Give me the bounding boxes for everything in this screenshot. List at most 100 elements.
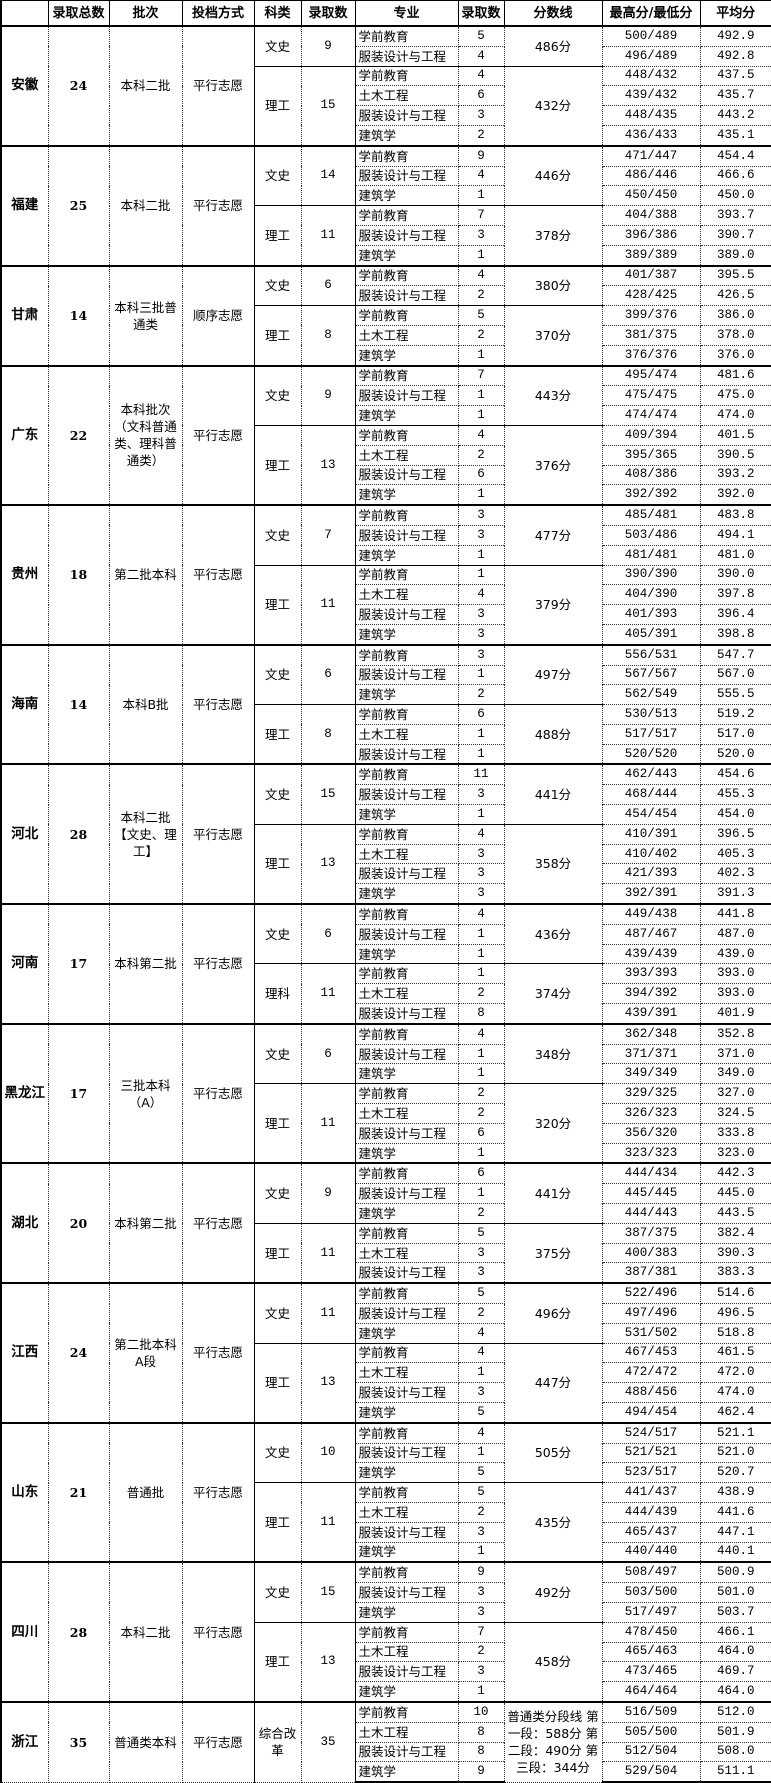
- max-min-score: 444/443: [601, 1203, 701, 1224]
- province-total: 14: [47, 264, 110, 367]
- cutoff-score: 432分: [503, 65, 603, 147]
- table-row: 服装设计与工程 3 421/393 402.3: [1, 863, 771, 885]
- major-count: 1: [457, 1681, 505, 1703]
- submission-mode: 平行志愿: [181, 364, 255, 506]
- category-count: 6: [300, 264, 356, 307]
- header-province: [0, 0, 49, 27]
- max-min-score: 474/474: [601, 405, 701, 426]
- province-name: 河南: [0, 903, 49, 1025]
- province-name: 海南: [0, 643, 49, 765]
- major-name: 服装设计与工程: [354, 743, 459, 765]
- cutoff-score: 492分: [503, 1561, 603, 1623]
- major-name: 建筑学: [354, 1761, 459, 1783]
- table-row: 服装设计与工程 3 401/393 396.4: [1, 604, 771, 625]
- table-row: 安徽 24 本科二批 平行志愿 文史 9 学前教育 5 486分 500/489 492.9: [0, 24, 771, 147]
- major-name: 服装设计与工程: [354, 385, 459, 407]
- header-batch: 批次: [108, 0, 183, 27]
- category-count: 8: [300, 704, 356, 765]
- major-count: 4: [457, 823, 505, 845]
- max-min-score: 450/450: [601, 185, 701, 207]
- major-count: 4: [457, 165, 505, 187]
- major-name: 学前教育: [354, 1282, 459, 1305]
- average-score: 397.8: [699, 584, 771, 606]
- major-name: 建筑学: [354, 1681, 459, 1703]
- max-min-score: 409/394: [601, 424, 701, 446]
- average-score: 466.6: [699, 165, 771, 187]
- average-score: 481.6: [699, 364, 771, 387]
- max-min-score: 371/371: [601, 1043, 701, 1065]
- table-row: 理工 13 学前教育 4 447分 467/453 461.5: [1, 1342, 771, 1424]
- major-name: 学前教育: [354, 1561, 459, 1584]
- average-score: 521.1: [699, 1421, 771, 1444]
- major-name: 建筑学: [354, 804, 459, 825]
- cutoff-score: 486分: [503, 24, 603, 67]
- subject-category: 综合改革: [253, 1700, 302, 1783]
- major-count: 5: [457, 1401, 505, 1424]
- cutoff-score: 497分: [503, 643, 603, 706]
- average-score: 398.8: [699, 623, 771, 646]
- max-min-score: 478/450: [601, 1621, 701, 1643]
- category-count: 10: [300, 1421, 356, 1484]
- max-min-score: 448/432: [601, 65, 701, 87]
- major-count: 2: [457, 983, 505, 1005]
- max-min-score: 449/438: [601, 903, 701, 925]
- max-min-score: 428/425: [601, 285, 701, 307]
- major-name: 建筑学: [354, 1601, 459, 1623]
- average-score: 396.4: [699, 604, 771, 625]
- subject-category: 理工: [253, 424, 302, 506]
- max-min-score: 464/464: [601, 1681, 701, 1703]
- average-score: 469.7: [699, 1661, 771, 1683]
- major-name: 学前教育: [354, 24, 459, 47]
- cutoff-score: 447分: [503, 1342, 603, 1424]
- average-score: 474.0: [699, 1382, 771, 1403]
- max-min-score: 404/388: [601, 205, 701, 226]
- average-score: 392.0: [699, 484, 771, 506]
- major-count: 5: [457, 24, 505, 47]
- table-row: 建筑学 1 349/349 349.0: [1, 1063, 771, 1085]
- major-count: 4: [457, 903, 505, 925]
- header-category: 科类: [253, 0, 302, 27]
- major-count: 1: [457, 544, 505, 566]
- max-min-score: 396/386: [601, 224, 701, 246]
- average-score: 487.0: [699, 923, 771, 945]
- max-min-score: 394/392: [601, 983, 701, 1005]
- average-score: 390.3: [699, 1242, 771, 1264]
- max-min-score: 494/454: [601, 1401, 701, 1424]
- average-score: 442.3: [699, 1162, 771, 1185]
- cutoff-score: 436分: [503, 903, 603, 965]
- submission-mode: 平行志愿: [181, 504, 255, 646]
- major-name: 建筑学: [354, 1462, 459, 1484]
- major-count: 5: [457, 1462, 505, 1484]
- max-min-score: 503/500: [601, 1582, 701, 1603]
- table-row: 建筑学 1 392/392 392.0: [1, 484, 771, 506]
- major-count: 2: [457, 1641, 505, 1663]
- major-name: 服装设计与工程: [354, 923, 459, 945]
- average-score: 520.0: [699, 743, 771, 765]
- subject-category: 理工: [253, 1621, 302, 1703]
- max-min-score: 522/496: [601, 1282, 701, 1305]
- major-count: 4: [457, 1322, 505, 1344]
- average-score: 435.1: [699, 124, 771, 147]
- major-name: 服装设计与工程: [354, 1741, 459, 1763]
- category-count: 13: [300, 1621, 356, 1703]
- major-name: 学前教育: [354, 504, 459, 526]
- admission-batch: 本科批次（文科普通类、理科普通类）: [108, 364, 183, 506]
- max-min-score: 562/549: [601, 684, 701, 706]
- average-score: 393.0: [699, 963, 771, 985]
- max-min-score: 392/391: [601, 883, 701, 905]
- max-min-score: 520/520: [601, 743, 701, 765]
- cutoff-score: 380分: [503, 264, 603, 307]
- major-name: 服装设计与工程: [354, 224, 459, 246]
- major-count: 3: [457, 1262, 505, 1284]
- subject-category: 理工: [253, 205, 302, 267]
- max-min-score: 471/447: [601, 144, 701, 167]
- major-name: 建筑学: [354, 405, 459, 426]
- major-count: 8: [457, 1721, 505, 1743]
- major-count: 9: [457, 144, 505, 167]
- header-mode: 投档方式: [181, 0, 255, 27]
- major-count: 1: [457, 1362, 505, 1384]
- table-row: 海南 14 本科B批 平行志愿 文史 6 学前教育 3 497分 556/531 547.7: [0, 643, 771, 765]
- max-min-score: 392/392: [601, 484, 701, 506]
- table-row: 建筑学 1 464/464 464.0: [1, 1681, 771, 1703]
